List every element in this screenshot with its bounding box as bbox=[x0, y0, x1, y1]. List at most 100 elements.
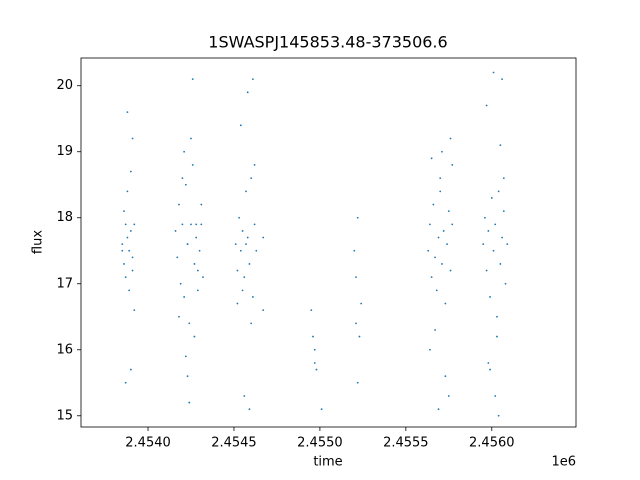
point bbox=[494, 223, 497, 226]
y-tick-label: 16 bbox=[56, 342, 73, 357]
point bbox=[121, 249, 124, 252]
point bbox=[360, 302, 363, 305]
point bbox=[241, 230, 244, 232]
point bbox=[181, 177, 184, 180]
point bbox=[441, 263, 443, 265]
point bbox=[356, 381, 359, 384]
point bbox=[174, 230, 177, 232]
x-tick-label: 2.4550 bbox=[297, 436, 343, 451]
point bbox=[133, 223, 136, 226]
axes-frame bbox=[80, 57, 577, 428]
point bbox=[356, 216, 359, 219]
point bbox=[126, 190, 129, 193]
point bbox=[439, 190, 442, 193]
point bbox=[313, 348, 316, 351]
point bbox=[123, 210, 125, 213]
x-offset-label: 1e6 bbox=[551, 455, 576, 470]
point bbox=[262, 309, 265, 312]
point bbox=[251, 296, 254, 298]
point bbox=[190, 223, 192, 226]
point bbox=[504, 282, 507, 285]
point bbox=[183, 150, 186, 153]
point bbox=[492, 71, 495, 74]
point bbox=[131, 269, 134, 272]
point bbox=[131, 137, 134, 140]
point bbox=[193, 335, 196, 338]
point bbox=[236, 302, 239, 305]
point bbox=[250, 322, 253, 325]
point bbox=[485, 104, 488, 107]
point bbox=[126, 236, 129, 239]
point bbox=[238, 216, 241, 219]
point bbox=[435, 289, 438, 292]
point bbox=[429, 223, 431, 226]
point bbox=[506, 243, 509, 246]
point bbox=[176, 256, 179, 259]
point bbox=[248, 408, 251, 411]
point bbox=[446, 243, 448, 246]
point bbox=[355, 322, 357, 325]
point bbox=[178, 315, 180, 318]
point bbox=[248, 263, 251, 265]
point bbox=[485, 269, 488, 272]
point bbox=[430, 157, 433, 160]
point bbox=[496, 335, 498, 338]
point bbox=[121, 243, 124, 246]
y-tick-label: 18 bbox=[56, 210, 73, 225]
point bbox=[482, 243, 485, 246]
point bbox=[184, 183, 187, 186]
y-tick-label: 17 bbox=[56, 276, 73, 291]
point bbox=[241, 289, 244, 292]
y-axis-label: flux bbox=[31, 230, 46, 254]
point bbox=[320, 408, 323, 411]
point bbox=[439, 177, 442, 180]
point bbox=[449, 269, 452, 272]
point bbox=[200, 223, 203, 226]
point bbox=[497, 190, 500, 193]
point bbox=[490, 197, 493, 199]
point bbox=[441, 150, 443, 153]
point bbox=[202, 276, 204, 279]
point bbox=[246, 236, 249, 239]
point bbox=[310, 309, 313, 312]
point bbox=[196, 269, 199, 272]
point bbox=[186, 243, 189, 246]
point bbox=[239, 249, 242, 252]
point bbox=[190, 137, 192, 140]
point bbox=[484, 216, 486, 219]
point bbox=[427, 249, 430, 252]
point bbox=[126, 111, 129, 114]
point bbox=[447, 395, 450, 397]
point bbox=[432, 203, 435, 206]
point bbox=[250, 177, 253, 180]
point bbox=[355, 276, 357, 279]
chart-title: 1SWASPJ145853.48-373506.6 bbox=[208, 33, 447, 52]
point bbox=[193, 263, 196, 265]
point bbox=[262, 236, 265, 239]
point bbox=[128, 289, 131, 292]
point bbox=[129, 368, 132, 371]
point bbox=[444, 302, 447, 305]
point bbox=[489, 296, 491, 298]
y-tick-label: 20 bbox=[56, 78, 73, 93]
point bbox=[191, 78, 194, 81]
point bbox=[243, 276, 246, 279]
point bbox=[178, 203, 180, 206]
point bbox=[451, 223, 454, 226]
point bbox=[312, 335, 314, 338]
point bbox=[449, 137, 452, 140]
point bbox=[246, 91, 249, 94]
point bbox=[444, 375, 447, 378]
point bbox=[501, 78, 503, 81]
point bbox=[179, 282, 182, 285]
point bbox=[430, 276, 433, 279]
point bbox=[195, 223, 198, 226]
point bbox=[191, 164, 194, 166]
point bbox=[358, 335, 361, 338]
point bbox=[129, 230, 132, 232]
point bbox=[497, 414, 500, 417]
x-tick-label: 2.4555 bbox=[383, 436, 429, 451]
point bbox=[437, 236, 440, 239]
point bbox=[183, 296, 186, 298]
